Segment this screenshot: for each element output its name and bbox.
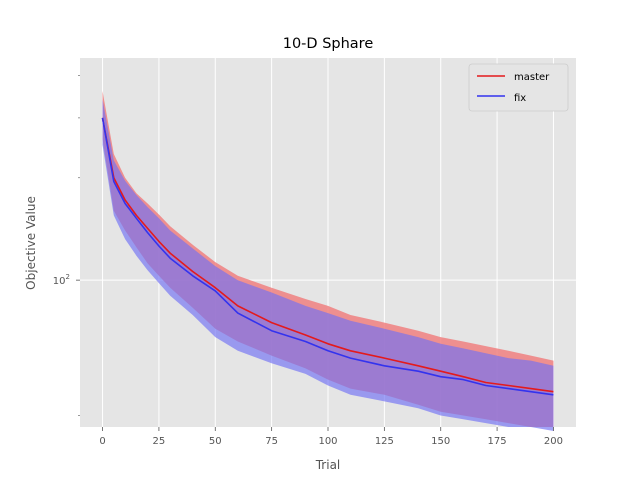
- legend: master fix: [468, 63, 569, 112]
- x-tick-label: 125: [375, 436, 394, 447]
- chart-title: 10-D Sphare: [283, 36, 374, 52]
- x-tick-label: 150: [431, 436, 450, 447]
- confidence-bands: [102, 91, 554, 432]
- line-fix: [101, 117, 554, 396]
- line-master: [101, 117, 554, 393]
- y-tick-label: 102: [53, 273, 70, 287]
- x-tick-label: 75: [265, 436, 278, 447]
- x-tick-label: 175: [488, 436, 507, 447]
- x-axis-label: Trial: [315, 458, 341, 472]
- legend-label-master: master: [514, 72, 550, 83]
- legend-label-fix: fix: [514, 93, 526, 104]
- y-axis-ticks: 102: [53, 75, 80, 416]
- series-lines: [101, 117, 554, 396]
- x-axis-ticks: 0 25 50 75 100 125 150 175 200: [99, 427, 563, 447]
- x-tick-label: 50: [209, 436, 222, 447]
- x-tick-label: 200: [544, 436, 563, 447]
- y-axis-label: Objective Value: [24, 196, 38, 290]
- x-tick-label: 100: [318, 436, 337, 447]
- x-tick-label: 0: [99, 436, 105, 447]
- band-fix: [102, 99, 554, 432]
- band-master: [102, 91, 554, 427]
- x-tick-label: 25: [153, 436, 166, 447]
